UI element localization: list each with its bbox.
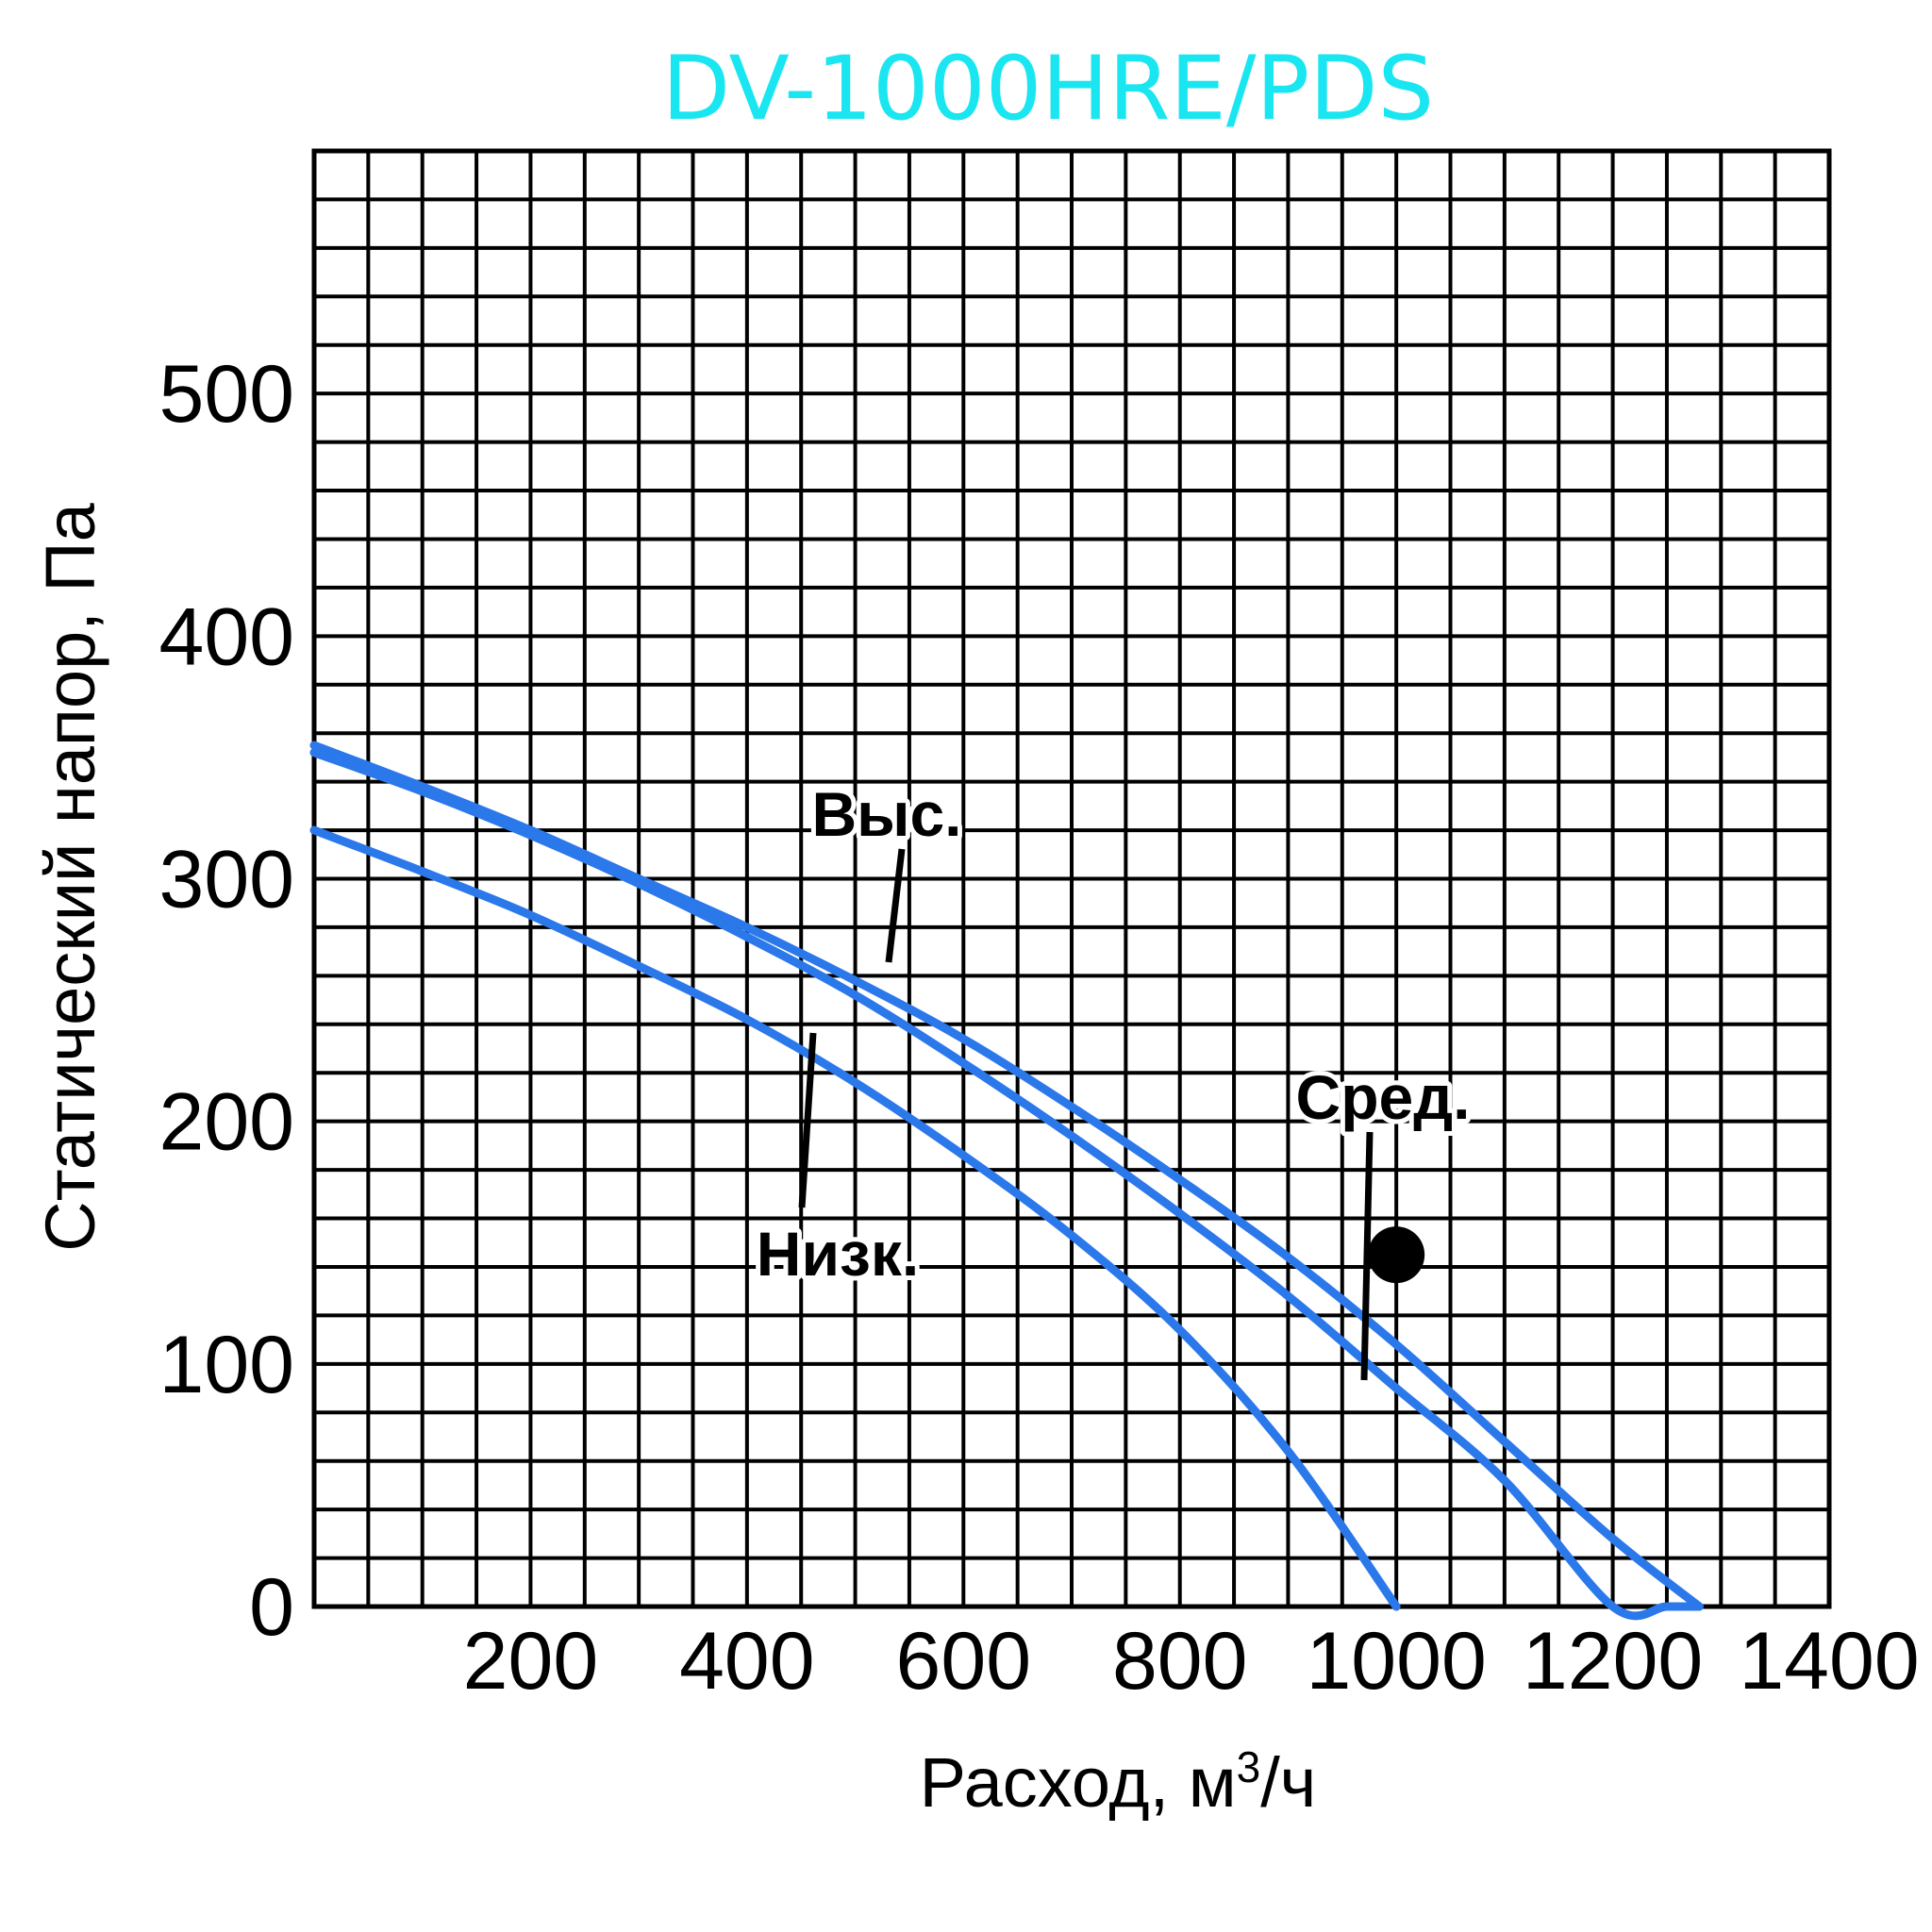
x-axis-ticks: 200 400 600 800 1000 1200 1400 [463,1616,1920,1707]
x-tick-label: 1200 [1523,1616,1703,1707]
y-tick-label: 500 [159,349,295,440]
y-tick-label: 0 [249,1562,294,1653]
series-label-low: Низк. [757,1219,919,1289]
x-tick-label: 1000 [1306,1616,1486,1707]
y-tick-label: 100 [159,1320,295,1410]
label-leader-mid [1360,1131,1374,1381]
y-tick-label: 200 [159,1077,295,1168]
x-tick-label: 800 [1112,1616,1248,1707]
x-axis-title-suffix: /ч [1260,1743,1316,1822]
chart-curves [309,741,1704,1621]
y-axis-ticks: 0 100 200 300 400 500 [159,349,295,1653]
operating-point [1368,1226,1425,1284]
x-axis-title: Расход, м3/ч [920,1742,1317,1822]
y-tick-label: 300 [159,835,295,925]
x-axis-title-superscript: 3 [1237,1742,1261,1791]
x-tick-label: 1400 [1739,1616,1919,1707]
x-tick-label: 400 [679,1616,815,1707]
plot-frame [311,148,1832,1609]
series-curve-0 [309,748,1704,1621]
y-axis-title: Статический напор, Па [31,502,109,1251]
x-tick-label: 600 [896,1616,1032,1707]
series-label-high: Выс. [811,779,961,849]
label-leader-high [885,848,906,963]
series-curve-1 [309,741,1704,1611]
label-leader-low [798,1032,817,1208]
chart-title: DV-1000HRE/PDS [662,38,1434,141]
series-curve-2 [309,825,1401,1611]
y-tick-label: 400 [159,591,295,682]
series-label-mid: Сред. [1296,1062,1471,1132]
chart-grid [314,151,1829,1607]
x-tick-label: 200 [463,1616,599,1707]
x-axis-title-main: Расход, м [920,1743,1237,1822]
